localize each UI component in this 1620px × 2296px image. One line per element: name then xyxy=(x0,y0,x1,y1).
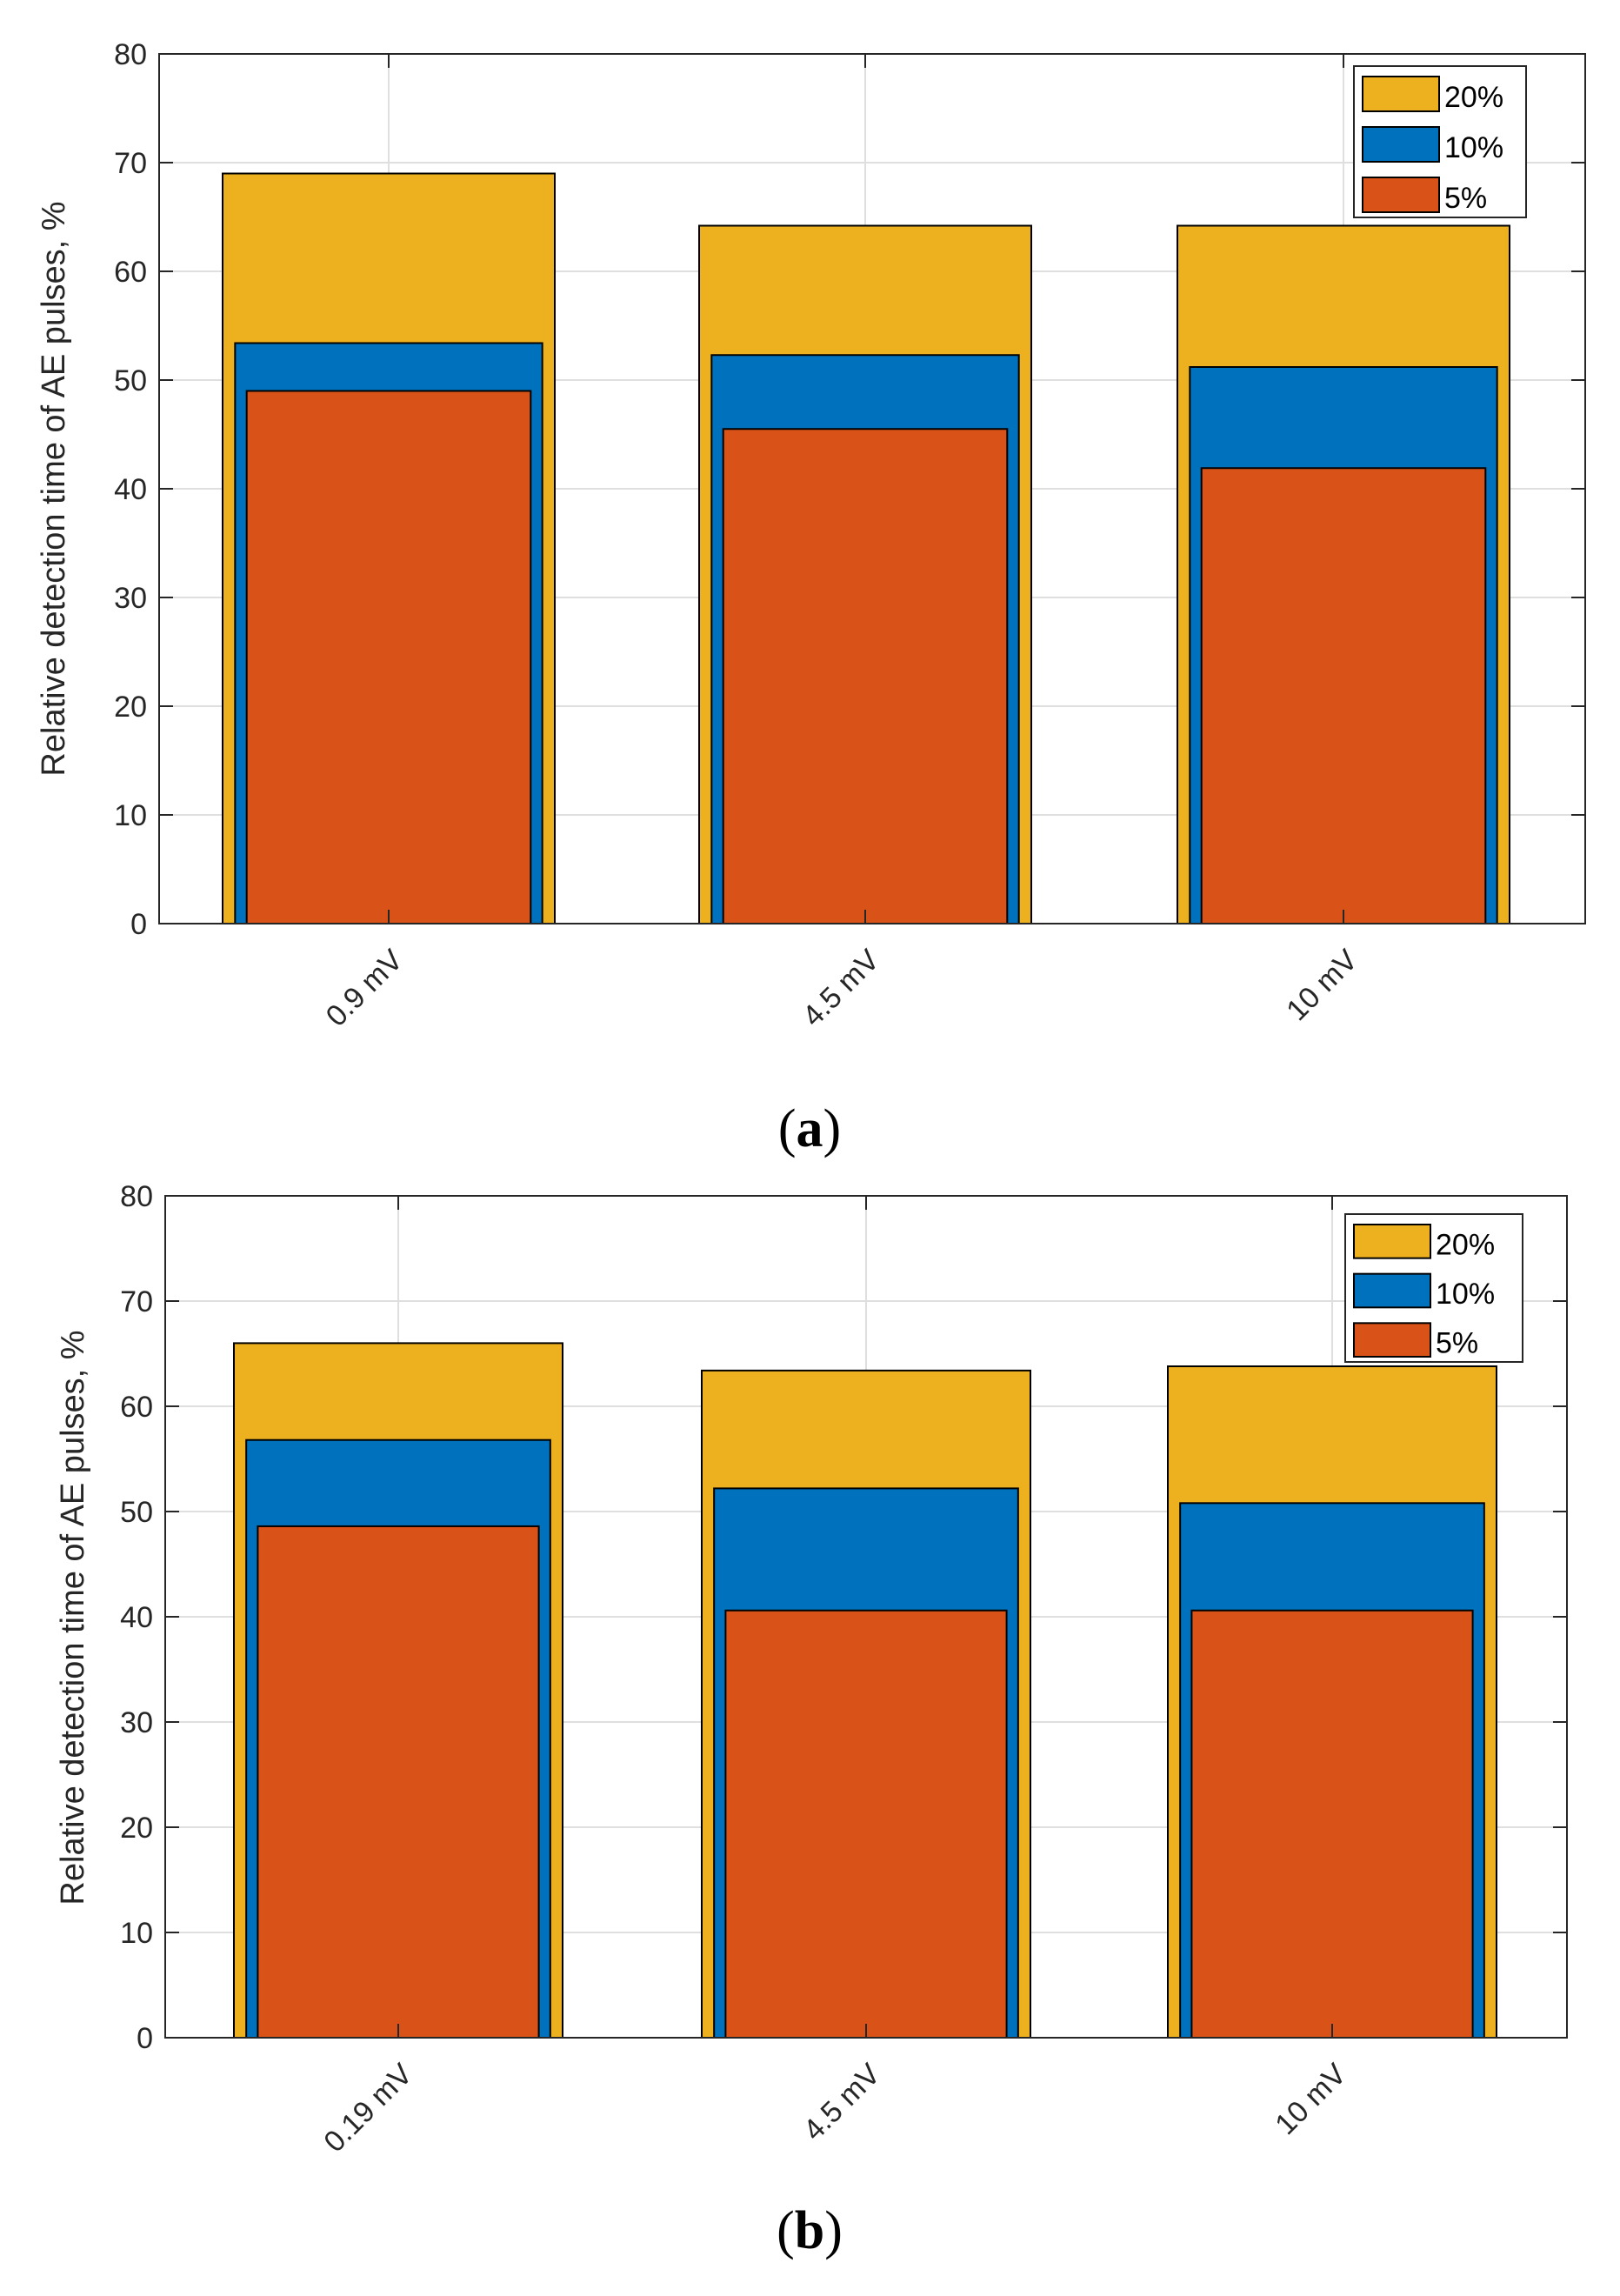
caption-paren-open: ( xyxy=(778,1099,797,1158)
caption-paren-close: ) xyxy=(823,1099,842,1158)
y-tick-label: 20 xyxy=(120,1812,153,1845)
legend-label: 5% xyxy=(1436,1327,1478,1360)
y-tick-label: 30 xyxy=(120,1706,153,1739)
legend-swatch-10pct xyxy=(1362,126,1440,163)
bar-5pct-1 xyxy=(245,390,532,924)
chart-panel-a: 0 10 20 30 40 50 60 70 80 0.9 mV 4.5 mV 10 mV Relati… xyxy=(36,38,1586,1158)
y-tick-label: 70 xyxy=(114,147,147,180)
x-tick-label: 10 mV xyxy=(1280,944,1364,1028)
legend-swatch-5pct xyxy=(1362,177,1440,213)
chart-panel-b: 0 10 20 30 40 50 60 70 80 0.19 mV 4.5 mV 10 mV Relat… xyxy=(55,1180,1568,2260)
panel-caption: (a) xyxy=(778,1099,841,1158)
bar-5pct-1 xyxy=(257,1525,540,2039)
legend-label: 20% xyxy=(1436,1228,1495,1261)
y-tick-label: 50 xyxy=(120,1496,153,1529)
legend-label: 20% xyxy=(1444,81,1503,114)
y-axis-title: Relative detection time of AE pulses, % xyxy=(36,201,72,776)
x-tick-label: 0.19 mV xyxy=(317,2058,419,2159)
y-tick-label: 60 xyxy=(120,1391,153,1424)
legend-label: 5% xyxy=(1444,182,1487,215)
bar-5pct-3 xyxy=(1200,467,1487,924)
legend-swatch-20pct xyxy=(1362,76,1440,112)
x-tick-label: 0.9 mV xyxy=(320,944,410,1033)
y-tick-label: 10 xyxy=(114,799,147,832)
y-tick-label: 60 xyxy=(114,256,147,289)
legend-swatch-10pct xyxy=(1353,1272,1431,1309)
y-tick-label: 40 xyxy=(114,473,147,506)
caption-letter: a xyxy=(797,1099,823,1158)
caption-paren-open: ( xyxy=(777,2201,795,2260)
y-tick-label: 0 xyxy=(130,908,147,941)
bar-5pct-2 xyxy=(722,428,1009,924)
legend-label: 10% xyxy=(1444,131,1503,164)
y-axis-title: Relative detection time of AE pulses, % xyxy=(55,1330,91,1905)
y-tick-label: 80 xyxy=(120,1180,153,1213)
caption-paren-close: ) xyxy=(824,2201,843,2260)
y-tick-label: 10 xyxy=(120,1917,153,1950)
legend-label: 10% xyxy=(1436,1278,1495,1311)
bar-5pct-2 xyxy=(724,1609,1008,2039)
y-tick-label: 30 xyxy=(114,582,147,615)
y-tick-label: 50 xyxy=(114,364,147,397)
bar-5pct-3 xyxy=(1190,1609,1474,2039)
y-tick-label: 40 xyxy=(120,1601,153,1634)
x-tick-label: 4.5 mV xyxy=(797,2058,887,2147)
caption-letter: b xyxy=(795,2201,824,2260)
y-tick-label: 20 xyxy=(114,691,147,724)
y-tick-label: 0 xyxy=(137,2022,153,2055)
y-tick-label: 80 xyxy=(114,38,147,71)
panel-caption: (b) xyxy=(777,2201,843,2260)
x-tick-label: 4.5 mV xyxy=(797,944,886,1033)
legend-swatch-5pct xyxy=(1353,1322,1431,1358)
legend-swatch-20pct xyxy=(1353,1224,1431,1259)
x-tick-label: 10 mV xyxy=(1269,2058,1353,2142)
y-tick-label: 70 xyxy=(120,1285,153,1318)
